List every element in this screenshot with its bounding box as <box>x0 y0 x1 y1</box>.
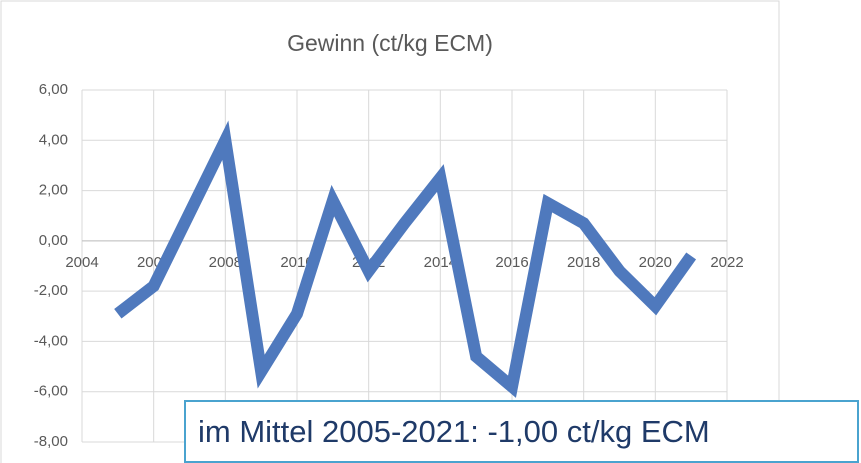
y-tick-label: -4,00 <box>34 332 68 349</box>
x-tick-label: 2018 <box>567 254 600 271</box>
x-tick-label: 2004 <box>65 254 98 271</box>
x-tick-label: 2020 <box>639 254 672 271</box>
y-tick-label: 6,00 <box>39 81 68 98</box>
y-tick-label: 2,00 <box>39 182 68 199</box>
y-tick-label: -8,00 <box>34 433 68 450</box>
chart-title: Gewinn (ct/kg ECM) <box>287 30 493 56</box>
x-tick-label: 2014 <box>424 254 457 271</box>
y-tick-label: 0,00 <box>39 232 68 249</box>
chart-border <box>0 0 780 463</box>
x-tick-label: 2022 <box>710 254 743 271</box>
y-tick-label: -2,00 <box>34 282 68 299</box>
annotation: im Mittel 2005-2021: -1,00 ct/kg ECM <box>198 414 710 449</box>
annotation-box <box>184 400 859 463</box>
y-tick-label: -6,00 <box>34 383 68 400</box>
x-tick-label: 2010 <box>280 254 313 271</box>
data-line <box>114 120 697 398</box>
y-tick-label: 4,00 <box>39 131 68 148</box>
x-tick-label: 2008 <box>209 254 242 271</box>
x-tick-label: 2016 <box>495 254 528 271</box>
